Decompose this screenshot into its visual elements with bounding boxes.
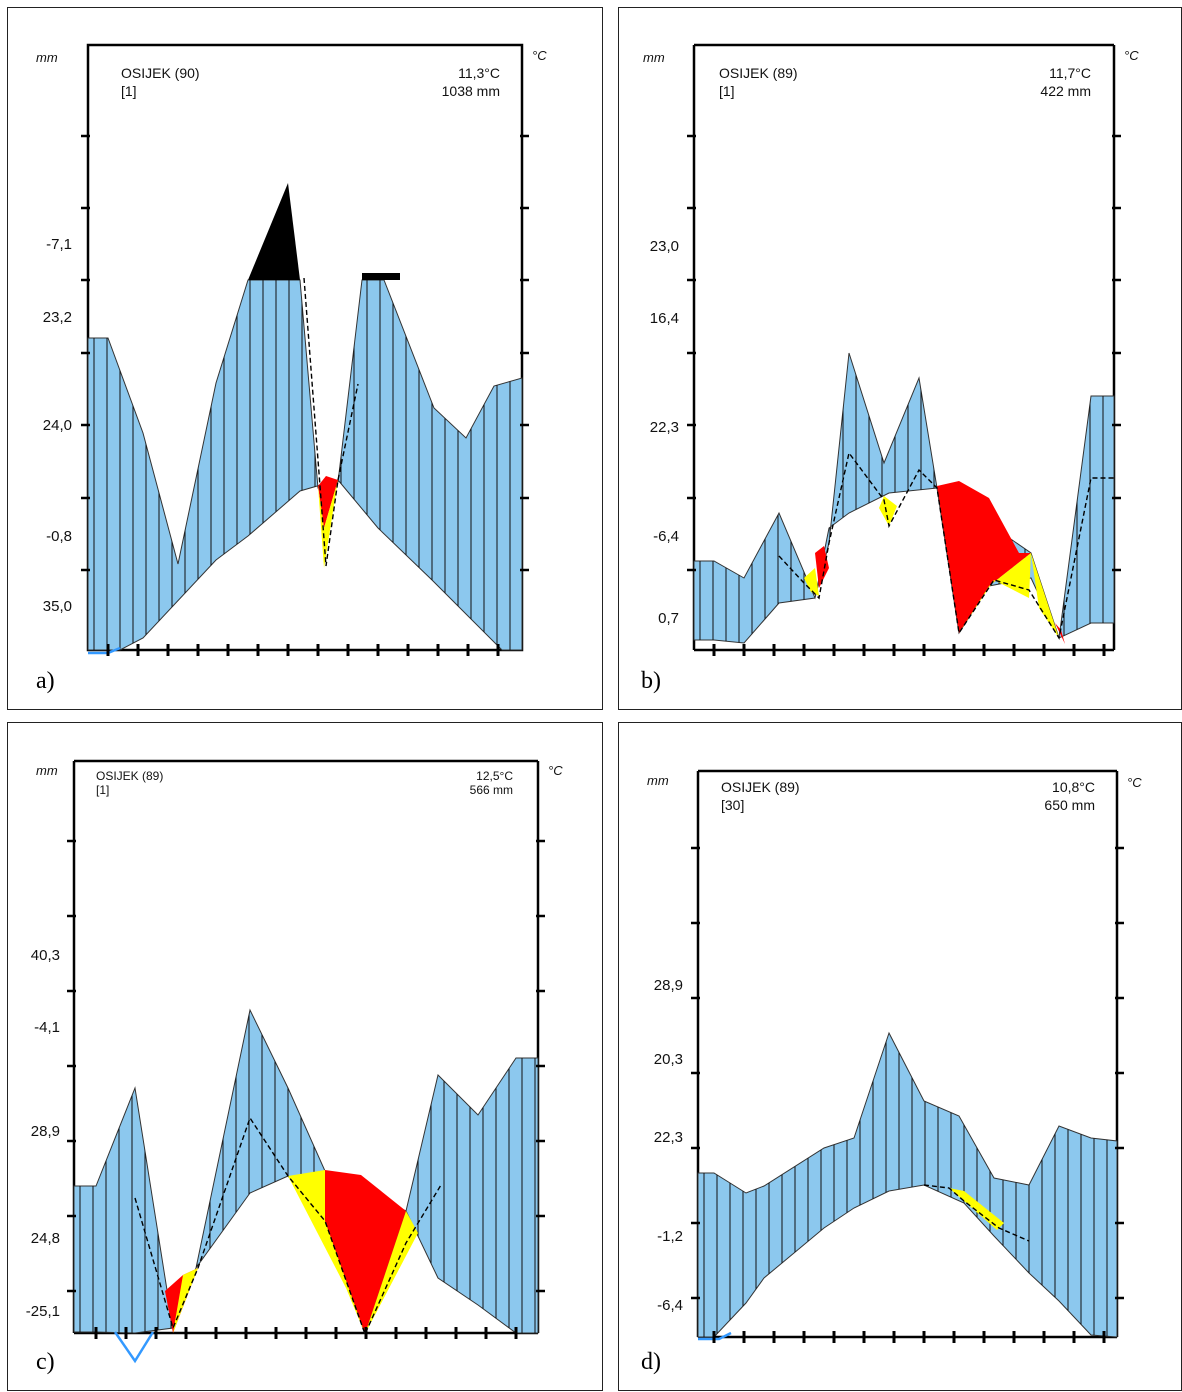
panel-label: b): [641, 668, 661, 694]
y-tick-label: 24,0: [42, 417, 72, 434]
station-name: OSIJEK (89): [721, 779, 800, 795]
y-ticks: [81, 134, 529, 572]
right-unit: °C: [548, 763, 563, 778]
area-precip: [697, 1031, 1118, 1338]
mean-temperature: 11,7°C: [1049, 65, 1091, 81]
left-unit: mm: [36, 763, 58, 778]
panel-label: d): [641, 1349, 661, 1375]
y-tick-label: 28,9: [30, 1123, 60, 1140]
excess-black: [248, 183, 300, 280]
dry-yellow-4: [804, 568, 819, 596]
panel-b: mm °C OSIJEK (89) [1] 11,7°C 422 mm 23,0…: [618, 7, 1182, 710]
x-ticks: [712, 1331, 1106, 1343]
chart-c-plot: [67, 759, 545, 1364]
left-unit: mm: [647, 773, 669, 788]
dry-yellow-3: [879, 496, 897, 526]
annual-precipitation: 566 mm: [469, 783, 513, 797]
y-tick-label: -25,1: [25, 1303, 60, 1320]
y-tick-label: 24,8: [30, 1230, 60, 1247]
right-unit: °C: [532, 48, 547, 63]
y-tick-label: -0,8: [46, 528, 72, 545]
chart-d-plot: [691, 769, 1124, 1343]
annual-precipitation: 1038 mm: [441, 83, 500, 99]
chart-a-plot: [81, 43, 529, 656]
left-unit: mm: [643, 50, 665, 65]
station-index: [1]: [719, 83, 735, 99]
dry-yellow: [318, 480, 338, 568]
drought-red: [325, 1170, 406, 1334]
frost-line: [113, 1331, 155, 1364]
y-tick-label: -4,1: [34, 1019, 60, 1036]
station-index: [30]: [721, 797, 745, 813]
temp-dashed: [303, 277, 359, 567]
y-tick-label: -7,1: [46, 236, 72, 253]
panel-d: mm °C OSIJEK (89) [30] 10,8°C 650 mm 28,…: [618, 722, 1182, 1391]
y-tick-label: 16,4: [649, 310, 679, 327]
dry-yellow: [949, 1188, 1004, 1230]
station-name: OSIJEK (89): [719, 65, 798, 81]
left-unit: mm: [36, 50, 58, 65]
x-ticks: [106, 644, 500, 656]
temp-dashed: [134, 1116, 442, 1336]
dry-yellow: [288, 1170, 365, 1334]
y-tick-label: 22,3: [649, 419, 679, 436]
y-tick-label: 40,3: [30, 947, 60, 964]
area-precip: [87, 279, 523, 651]
mean-temperature: 11,3°C: [458, 65, 500, 81]
y-ticks: [691, 846, 1124, 1300]
right-unit: °C: [1124, 48, 1139, 63]
y-tick-label: 23,0: [649, 238, 679, 255]
station-index: [1]: [121, 83, 137, 99]
y-ticks: [687, 134, 1121, 572]
drought-red-2: [815, 546, 829, 588]
y-tick-label: -1,2: [657, 1228, 683, 1245]
x-ticks: [712, 644, 1106, 656]
frost-line: [698, 1331, 732, 1341]
temp-dashed: [923, 1184, 1030, 1242]
dry-yellow-2: [1031, 553, 1059, 638]
drought-red: [318, 476, 338, 528]
mean-temperature: 12,5°C: [476, 769, 513, 783]
excess-black-2: [362, 273, 400, 280]
annual-precipitation: 650 mm: [1044, 797, 1095, 813]
panel-c: mm °C OSIJEK (89) [1] 12,5°C 566 mm 40,3…: [7, 722, 603, 1391]
x-ticks: [94, 1327, 518, 1339]
panel-label: c): [36, 1349, 55, 1375]
panel-label: a): [36, 668, 55, 694]
y-tick-label: 0,7: [658, 610, 679, 627]
chart-b-plot: [687, 43, 1121, 656]
y-tick-label: -6,4: [653, 528, 679, 545]
dry-yellow-3: [173, 1268, 198, 1333]
drought-red-3: [1055, 623, 1065, 644]
drought-red: [937, 481, 1031, 633]
station-name: OSIJEK (90): [121, 65, 200, 81]
area-precip: [73, 1008, 539, 1336]
y-tick-label: 22,3: [653, 1129, 683, 1146]
y-tick-label: 28,9: [653, 977, 683, 994]
y-tick-label: 35,0: [42, 598, 72, 615]
annual-precipitation: 422 mm: [1040, 83, 1091, 99]
y-tick-label: -6,4: [657, 1297, 683, 1314]
station-name: OSIJEK (89): [96, 769, 164, 783]
y-tick-label: 23,2: [42, 309, 72, 326]
right-unit: °C: [1127, 775, 1142, 790]
y-tick-label: 20,3: [653, 1051, 683, 1068]
y-ticks: [67, 839, 545, 1293]
panel-a: mm °C OSIJEK (90) [1] 11,3°C 1038 mm -7,…: [7, 7, 603, 710]
station-index: [1]: [96, 783, 110, 797]
mean-temperature: 10,8°C: [1052, 779, 1095, 795]
temp-dashed: [778, 451, 1114, 640]
